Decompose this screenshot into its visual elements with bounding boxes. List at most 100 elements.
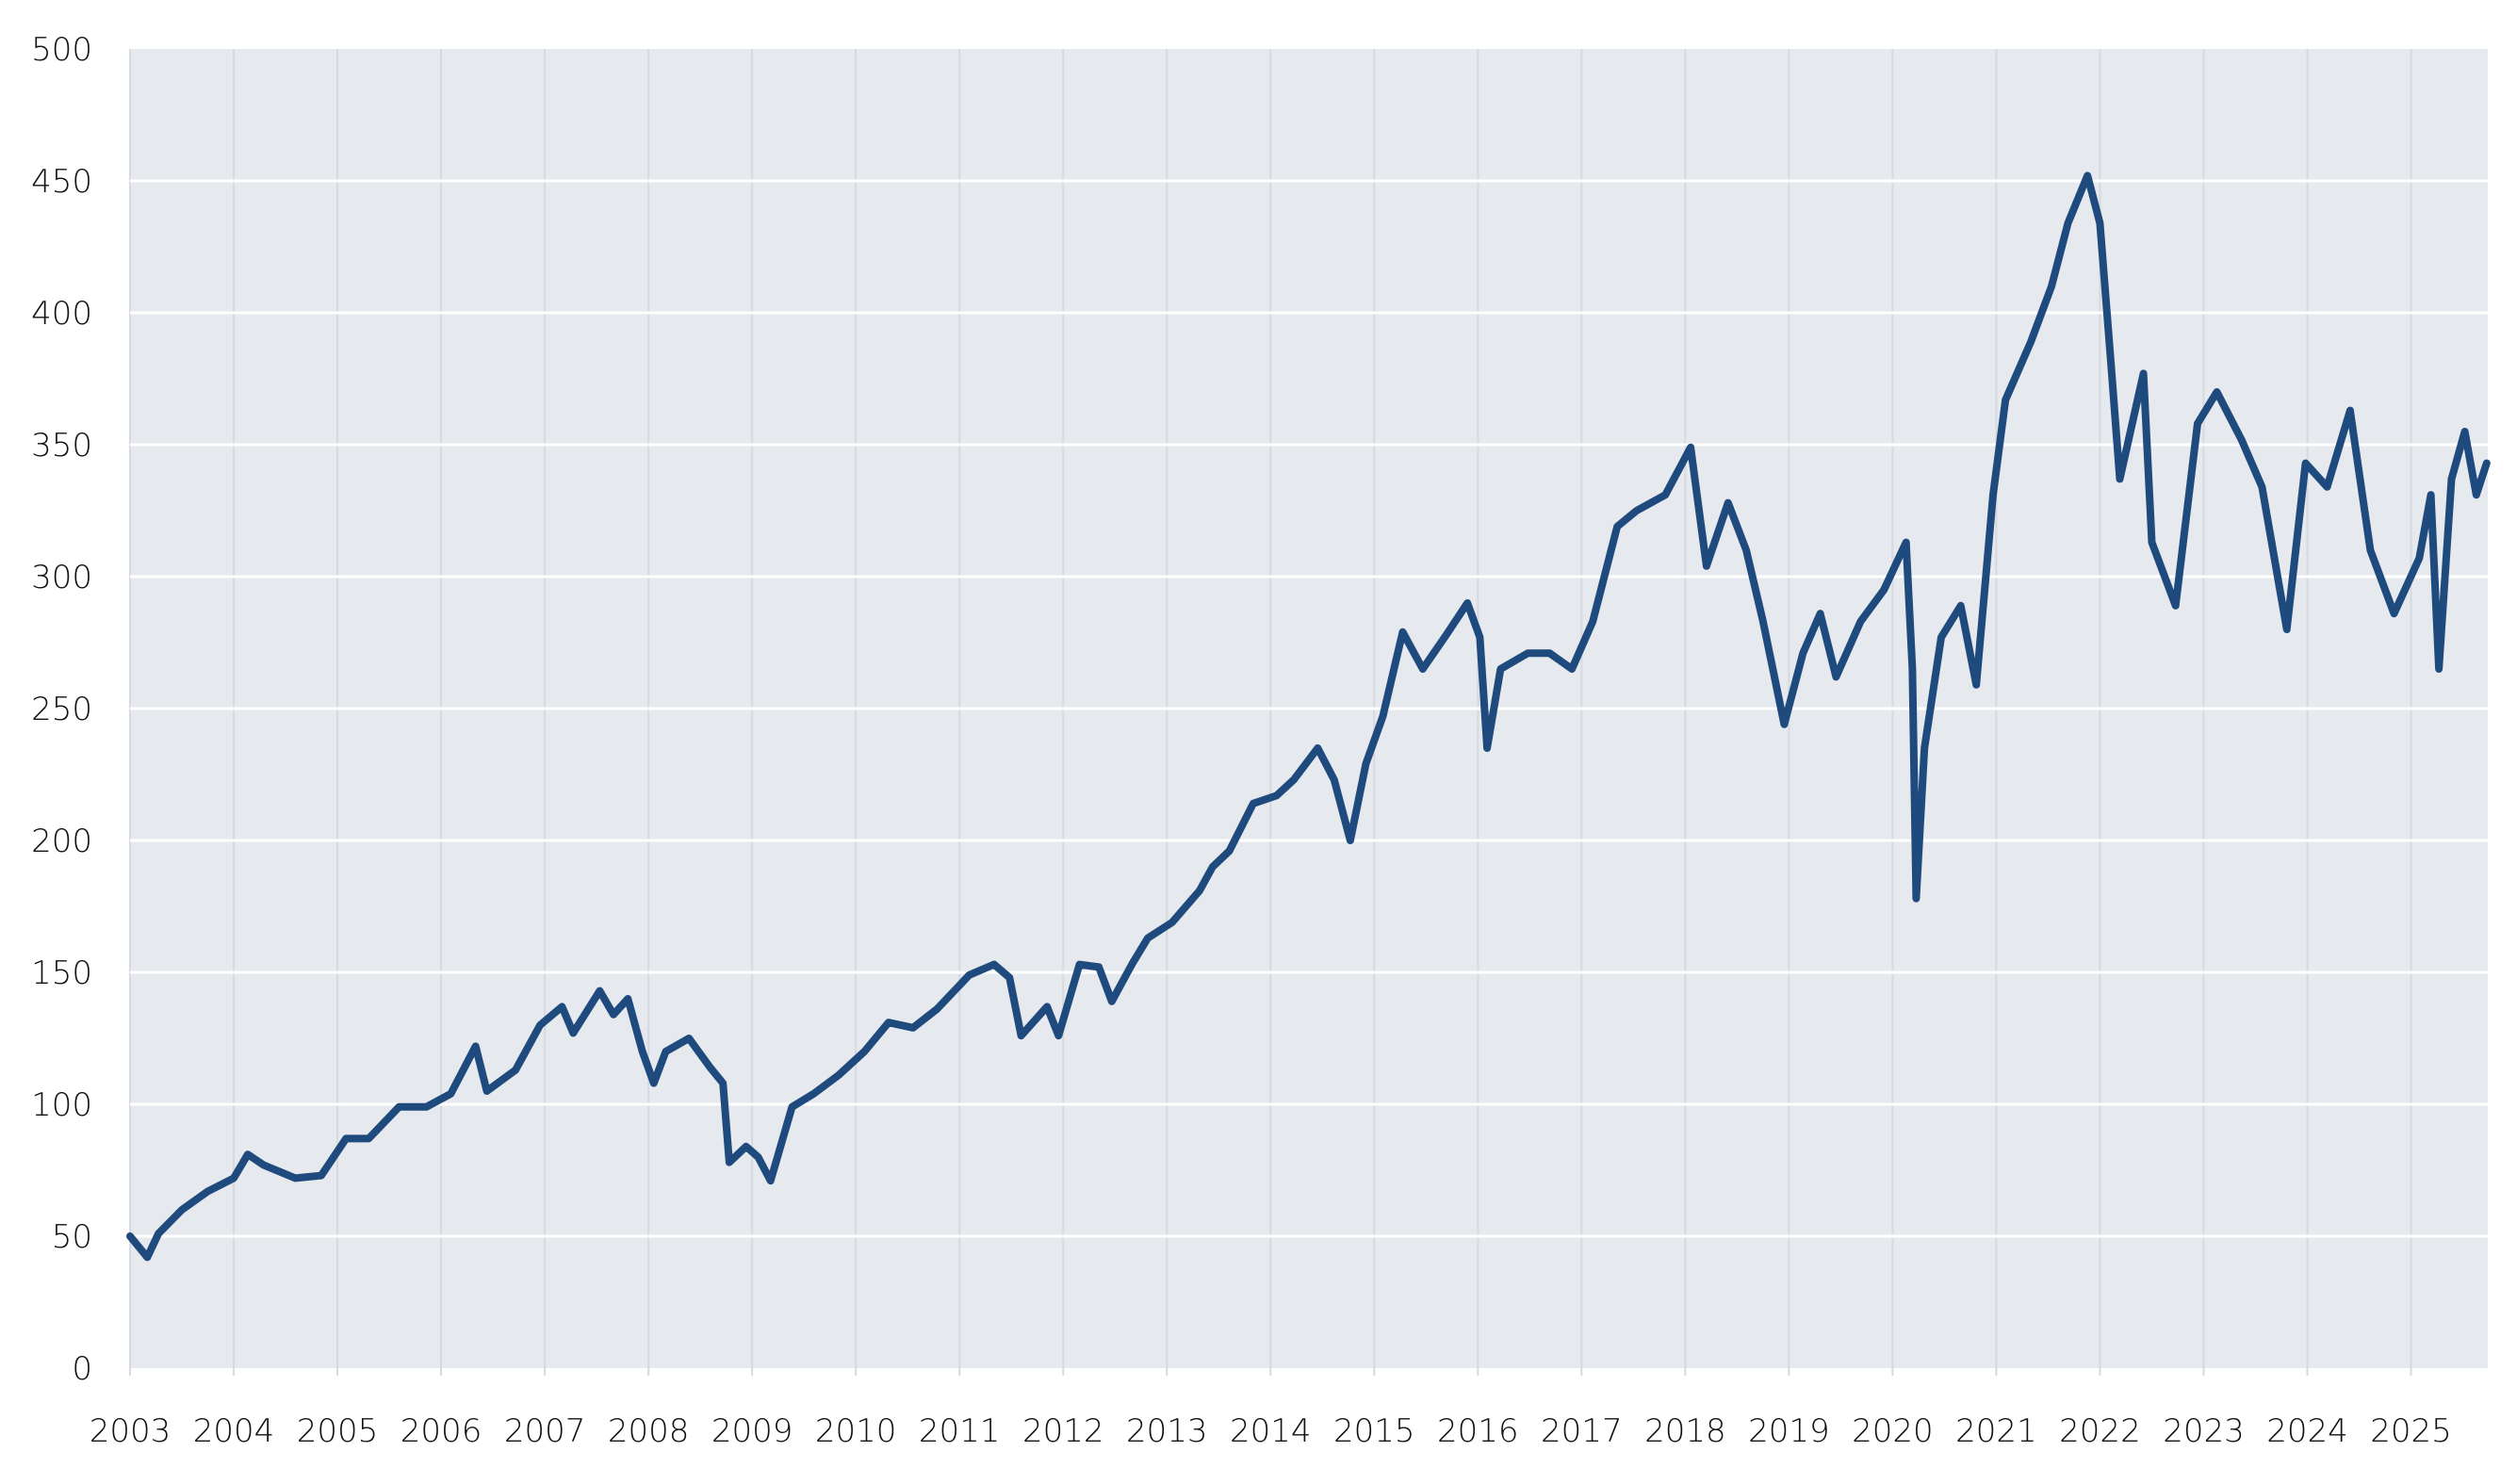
data-point (1724, 499, 1732, 507)
data-point (1759, 618, 1767, 626)
data-point (624, 995, 631, 1003)
y-tick-label: 250 (31, 691, 92, 728)
series-points (126, 171, 2491, 1261)
data-point (707, 1064, 714, 1071)
data-point (1379, 712, 1386, 720)
data-point (810, 1090, 818, 1098)
data-point (2237, 435, 2245, 443)
x-tick-label: 2003 (90, 1412, 172, 1450)
x-tick-label: 2017 (1541, 1412, 1623, 1450)
data-point (318, 1172, 325, 1180)
data-point (685, 1035, 693, 1042)
data-point (1209, 863, 1217, 871)
x-tick-label: 2008 (608, 1412, 690, 1450)
data-point (990, 961, 998, 969)
data-point (1331, 776, 1338, 784)
data-point (1856, 618, 1864, 626)
data-point (2148, 539, 2155, 546)
data-point (2096, 220, 2103, 227)
data-point (2002, 396, 2009, 403)
data-point (885, 1019, 892, 1026)
data-point (1018, 1032, 1025, 1039)
data-point (1226, 847, 1234, 855)
data-point (2435, 665, 2443, 673)
data-point (650, 1080, 658, 1087)
x-tick-label: 2006 (400, 1412, 482, 1450)
data-point (2027, 338, 2035, 346)
data-point (1972, 681, 1980, 689)
data-point (1568, 665, 1576, 673)
data-point (2140, 369, 2148, 377)
data-point (1196, 887, 1203, 894)
data-point (2258, 483, 2265, 491)
x-tick-label: 2010 (815, 1412, 897, 1450)
data-point (143, 1253, 151, 1261)
data-point (2366, 546, 2374, 554)
data-point (1703, 563, 1710, 570)
data-point (1128, 961, 1136, 969)
x-tick-label: 2013 (1126, 1412, 1208, 1450)
data-point (342, 1134, 350, 1142)
data-point (1347, 837, 1354, 844)
data-point (909, 1024, 917, 1032)
data-point (126, 1232, 134, 1240)
data-point (1920, 744, 1928, 752)
data-point (1687, 444, 1694, 451)
data-point (1937, 633, 1945, 641)
x-axis-tick-labels: 2003 2004 2005 2006 2007 2008 2009 2010 2011 2012… (90, 1412, 2452, 1450)
x-tick-label: 2020 (1852, 1412, 1934, 1450)
data-point (536, 1021, 544, 1029)
data-point (1169, 919, 1176, 926)
data-point (1908, 665, 1916, 673)
data-point (178, 1206, 186, 1214)
data-point (860, 1048, 868, 1055)
data-point (2172, 602, 2180, 610)
data-point (1817, 610, 1824, 617)
data-point (726, 1159, 733, 1166)
data-point (395, 1103, 402, 1111)
data-point (2064, 220, 2071, 227)
data-point (789, 1103, 796, 1111)
data-point (1273, 791, 1281, 799)
data-point (662, 1048, 669, 1055)
y-tick-label: 0 (72, 1350, 92, 1388)
data-point (639, 1048, 646, 1055)
data-point (291, 1174, 299, 1182)
data-point (2473, 491, 2480, 498)
x-tick-label: 2019 (1748, 1412, 1830, 1450)
data-point (1054, 1032, 1062, 1039)
data-point (1661, 491, 1669, 498)
data-point (1903, 539, 1910, 546)
data-point (1545, 649, 1553, 657)
data-point (483, 1087, 491, 1095)
data-point (1989, 491, 1997, 498)
x-tick-label: 2021 (1955, 1412, 2037, 1450)
data-point (2302, 460, 2310, 467)
data-point (2107, 362, 2115, 369)
data-point (1108, 998, 1116, 1005)
data-point (933, 1005, 940, 1013)
data-point (1362, 760, 1369, 768)
data-point (1633, 507, 1641, 514)
data-point (1250, 800, 1257, 807)
x-tick-label: 2022 (2059, 1412, 2141, 1450)
y-tick-label: 200 (31, 823, 92, 860)
y-tick-label: 100 (31, 1086, 92, 1124)
y-tick-label: 350 (31, 427, 92, 465)
x-tick-label: 2012 (1022, 1412, 1104, 1450)
data-point (1095, 963, 1103, 970)
data-point (1483, 744, 1491, 752)
data-point (2427, 491, 2435, 498)
horizontal-gridlines (130, 179, 2488, 1238)
data-point (365, 1134, 372, 1142)
data-point (2390, 610, 2397, 617)
data-point (1076, 961, 1084, 969)
x-tick-label: 2015 (1333, 1412, 1415, 1450)
data-point (610, 1011, 617, 1019)
data-point (2213, 388, 2220, 396)
data-point (1613, 523, 1621, 530)
x-tick-label: 2025 (2370, 1412, 2452, 1450)
data-point (596, 987, 603, 995)
y-tick-label: 450 (31, 163, 92, 201)
